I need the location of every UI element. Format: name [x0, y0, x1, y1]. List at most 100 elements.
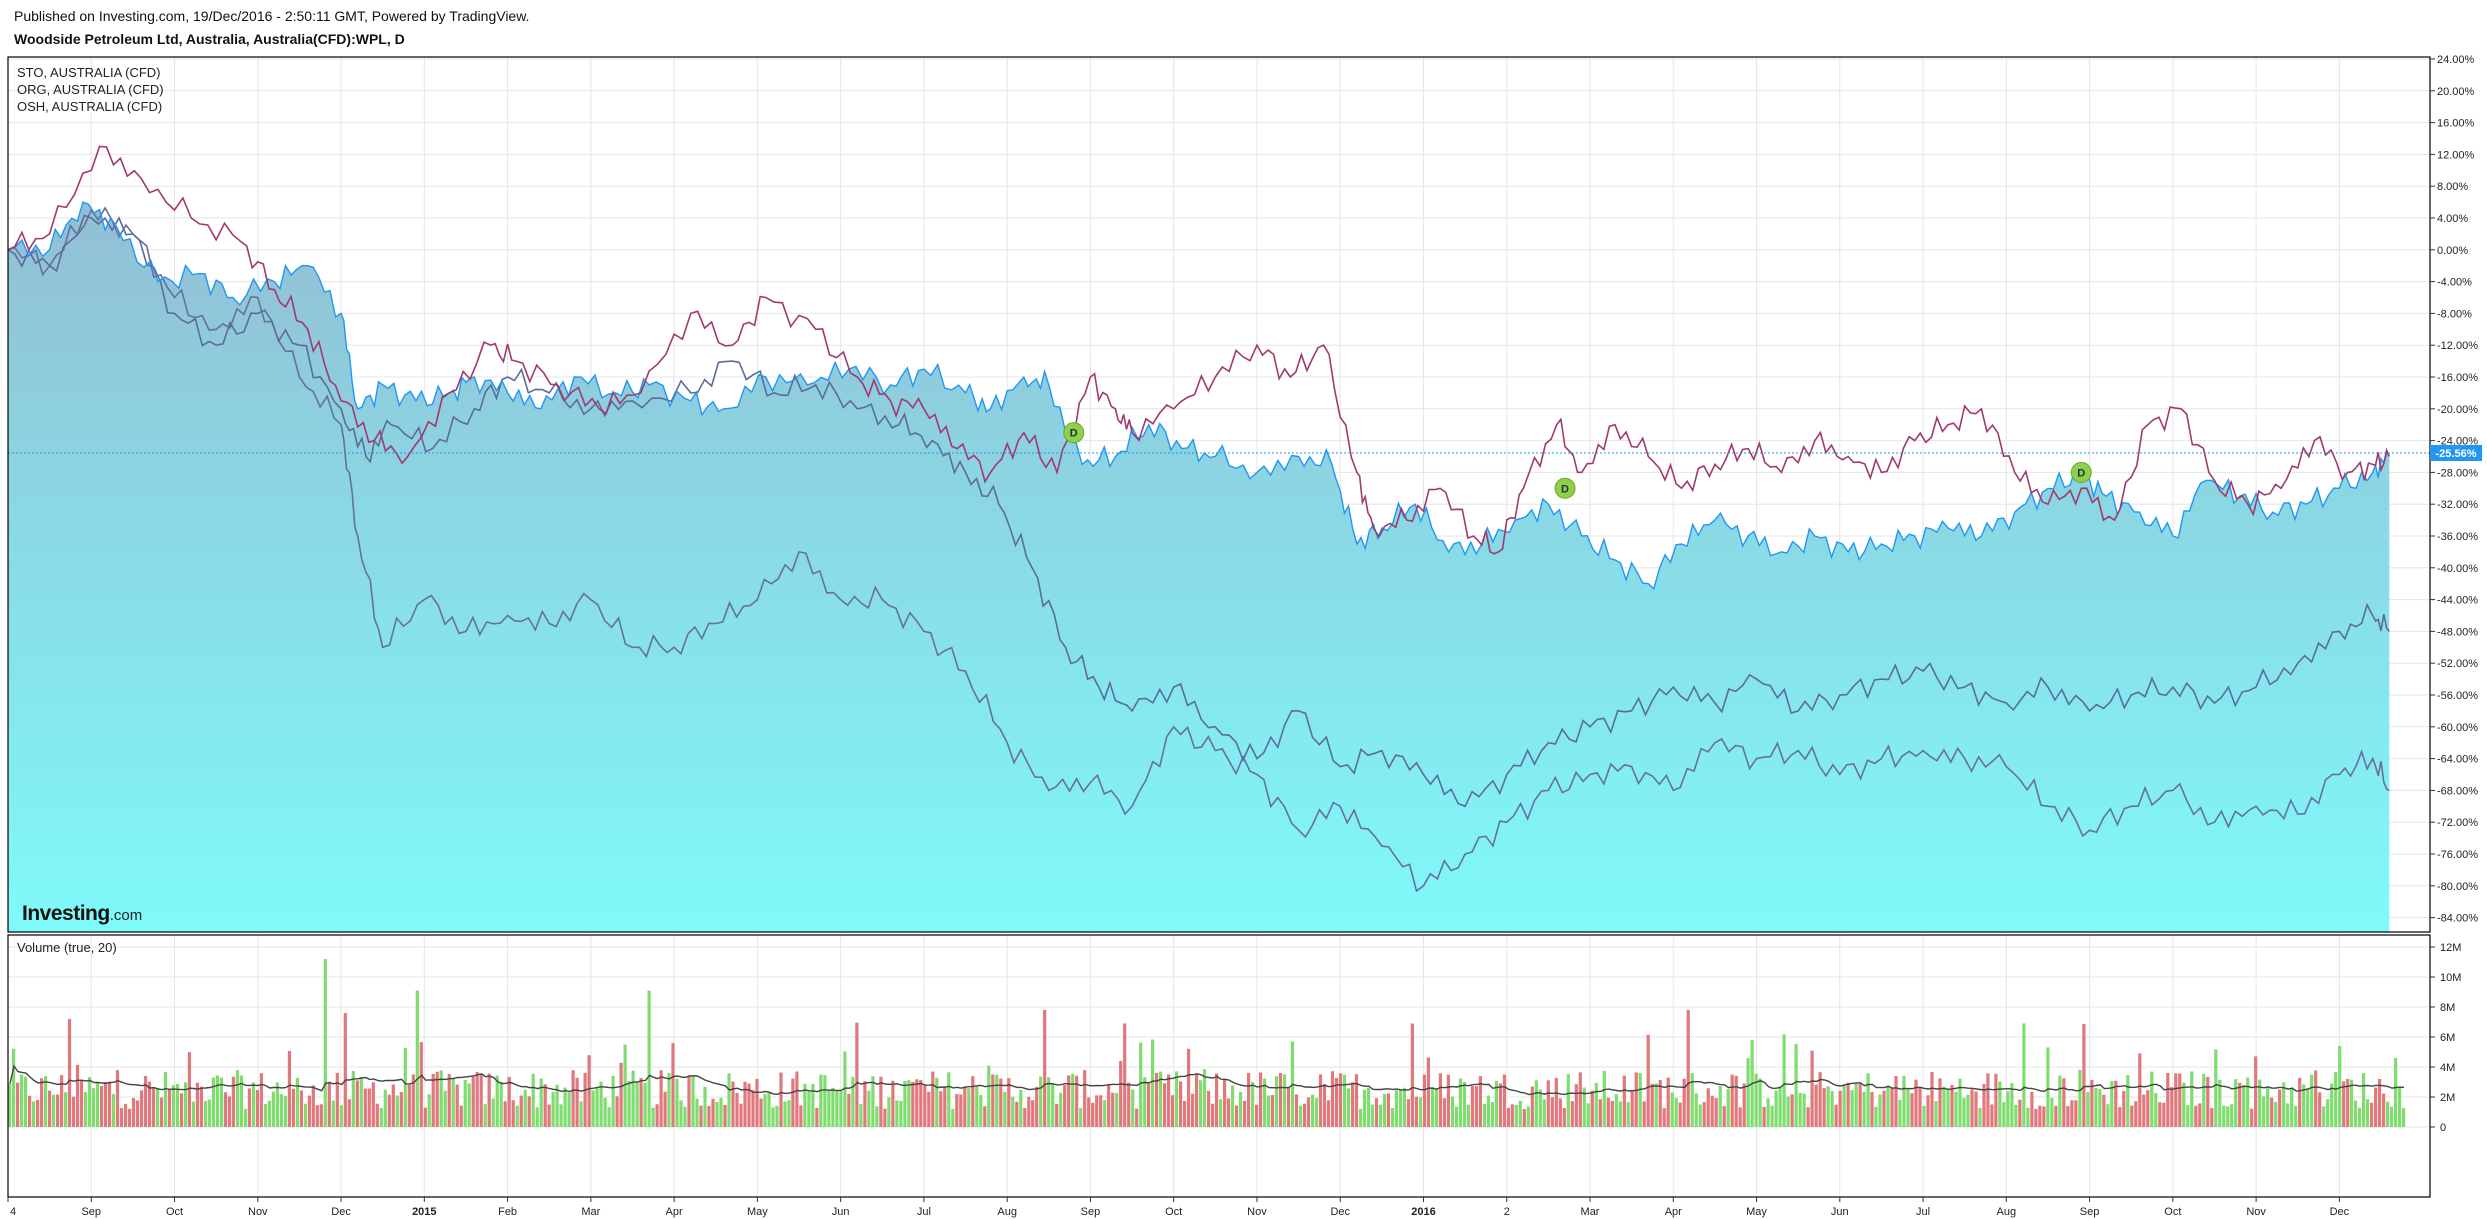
volume-bar [419, 1042, 423, 1127]
volume-bar [16, 1082, 20, 1127]
volume-bar [295, 1077, 299, 1127]
volume-bar [1722, 1106, 1726, 1127]
x-tick-label: Aug [997, 1206, 1017, 1218]
volume-bar [2246, 1077, 2250, 1127]
volume-bar [1015, 1101, 1019, 1127]
volume-bar [1862, 1091, 1866, 1127]
legend-item-sto[interactable]: STO, AUSTRALIA (CFD) [17, 65, 161, 80]
volume-bar [1918, 1087, 1922, 1127]
volume-bar [1458, 1078, 1462, 1127]
volume-bar [1115, 1092, 1119, 1127]
volume-bar [1822, 1088, 1826, 1127]
volume-bar [2234, 1079, 2238, 1127]
y-tick-label: 12.00% [2437, 149, 2475, 161]
dividend-marker[interactable]: D [1063, 422, 1085, 444]
volume-bar [783, 1101, 787, 1127]
volume-bar [1954, 1091, 1958, 1127]
volume-bar [651, 1107, 655, 1127]
volume-bar [1059, 1092, 1063, 1127]
volume-bar [2330, 1083, 2334, 1127]
volume-bar [399, 1092, 403, 1127]
volume-bar [747, 1083, 751, 1127]
volume-bar [595, 1088, 599, 1127]
volume-bar [823, 1075, 827, 1127]
volume-bar [1930, 1072, 1934, 1127]
volume-y-tick-label: 4M [2440, 1062, 2455, 1074]
volume-bar [1151, 1039, 1155, 1127]
volume-bar [1894, 1076, 1898, 1127]
volume-bar [1706, 1088, 1710, 1127]
volume-bar [483, 1104, 487, 1127]
y-tick-label: -56.00% [2437, 690, 2478, 702]
volume-bar [1263, 1078, 1267, 1127]
volume-bar [983, 1106, 987, 1127]
volume-bar [2338, 1046, 2342, 1127]
volume-bar [1850, 1090, 1854, 1127]
x-tick-label: Sep [1081, 1206, 1101, 1218]
volume-bar [1298, 1105, 1303, 1127]
volume-bar [2222, 1105, 2226, 1127]
volume-bar [675, 1078, 679, 1127]
volume-bar [635, 1082, 639, 1127]
volume-bar [943, 1086, 947, 1127]
volume-bar [863, 1081, 867, 1127]
series-line-wpl[interactable] [8, 201, 2390, 590]
volume-bar [1542, 1099, 1546, 1127]
dividend-marker[interactable]: D [1554, 477, 1576, 499]
volume-bar [667, 1072, 671, 1127]
volume-bar [1562, 1108, 1566, 1127]
volume-bar [1342, 1074, 1347, 1127]
volume-bar [795, 1071, 799, 1127]
volume-bar [279, 1094, 283, 1127]
volume-bar [1486, 1095, 1490, 1127]
volume-bar [2254, 1056, 2258, 1127]
volume-bar [263, 1103, 267, 1127]
volume-bar [1179, 1081, 1183, 1127]
volume-bar [415, 990, 419, 1127]
series-line-org[interactable] [8, 214, 2390, 808]
volume-bar [363, 1088, 367, 1127]
dividend-marker[interactable]: D [2070, 461, 2092, 483]
series-line-osh[interactable] [8, 206, 2390, 893]
volume-bar [1155, 1072, 1159, 1127]
volume-bar [2218, 1079, 2222, 1127]
volume-bar [2090, 1079, 2094, 1127]
volume-bar [1630, 1091, 1634, 1127]
volume-bar [859, 1104, 863, 1127]
volume-bar [1558, 1098, 1562, 1127]
volume-bar [1682, 1078, 1686, 1127]
volume-bar [2118, 1107, 2122, 1127]
volume-bar [171, 1085, 176, 1127]
volume-bar [71, 1096, 76, 1127]
volume-bar [703, 1086, 707, 1127]
volume-bar [1282, 1074, 1287, 1127]
volume-bar [603, 1097, 607, 1127]
series-line-sto[interactable] [8, 145, 2391, 555]
volume-bar [2270, 1097, 2274, 1127]
volume-bar [387, 1094, 391, 1127]
volume-bar [807, 1091, 811, 1127]
volume-bar [2086, 1092, 2090, 1127]
volume-label[interactable]: Volume (true, 20) [17, 940, 117, 955]
x-tick-label: May [747, 1206, 768, 1218]
volume-bar [1366, 1087, 1371, 1127]
volume-bar [699, 1105, 703, 1127]
volume-bar [895, 1100, 899, 1127]
volume-bar [207, 1099, 211, 1127]
volume-bar [615, 1096, 619, 1127]
volume-bar [52, 1094, 56, 1127]
volume-bar [1418, 1097, 1422, 1127]
volume-bar [2054, 1105, 2058, 1127]
volume-bar [2154, 1093, 2158, 1127]
volume-bar [1970, 1089, 1974, 1127]
volume-bar [1570, 1101, 1574, 1127]
volume-bar [1434, 1088, 1438, 1127]
x-tick-label: 4 [10, 1206, 16, 1218]
volume-bar [507, 1076, 511, 1127]
legend-item-org[interactable]: ORG, AUSTRALIA (CFD) [17, 82, 164, 97]
legend-item-osh[interactable]: OSH, AUSTRALIA (CFD) [17, 99, 163, 114]
volume-bar [2238, 1082, 2242, 1127]
volume-bar [1594, 1082, 1598, 1127]
volume-bar [319, 1104, 323, 1127]
